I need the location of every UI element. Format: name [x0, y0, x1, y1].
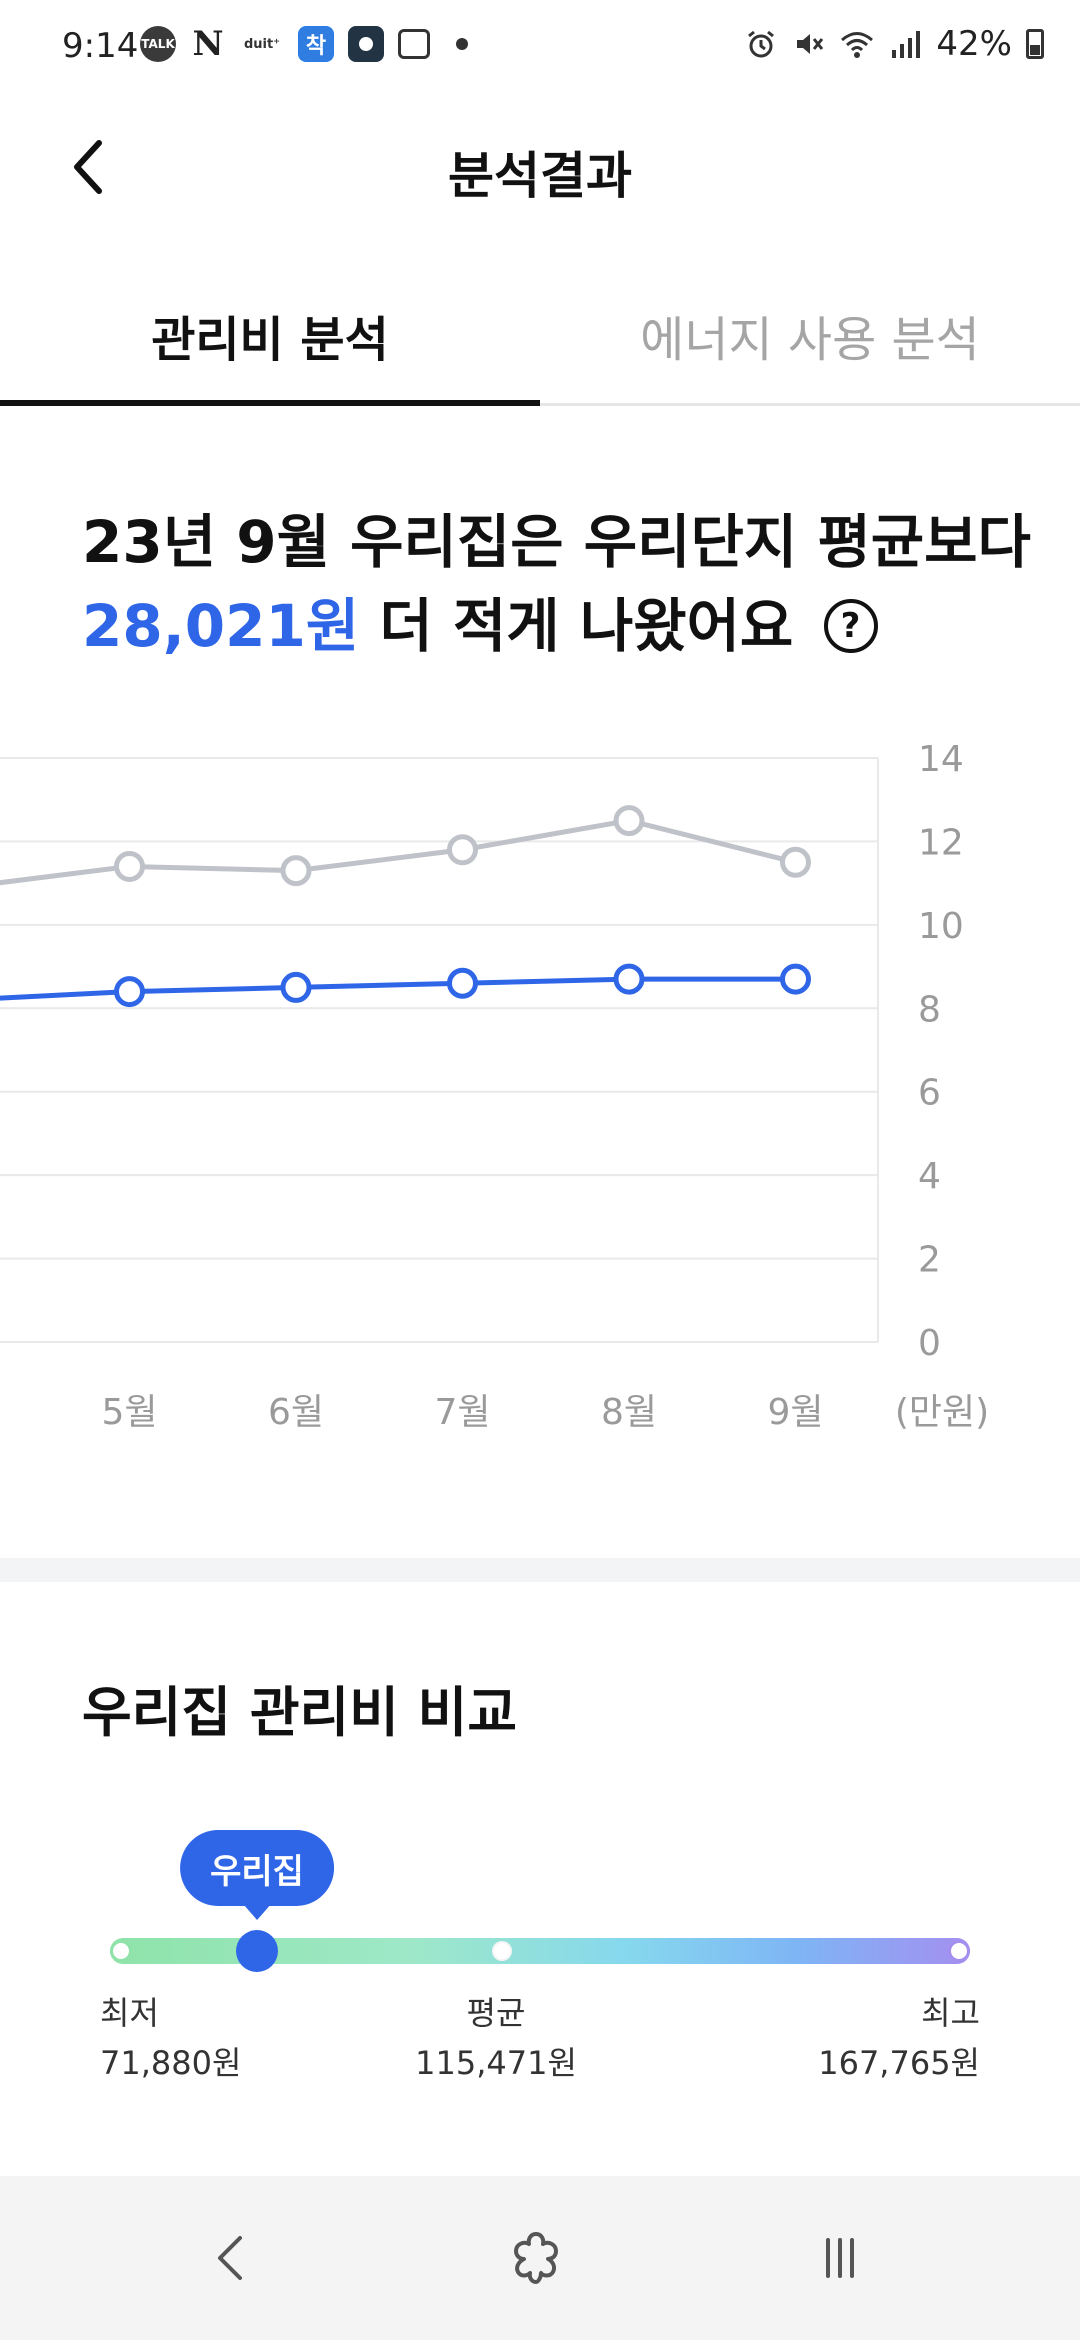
fee-range-comparison: 우리집 최저 71,880원 평균 115,471원 최고 167,765원: [100, 1830, 980, 2090]
analysis-tabs: 관리비 분석 에너지 사용 분석: [0, 270, 1080, 406]
chak-icon: 착: [298, 26, 334, 62]
data-point-complex-average: [280, 855, 312, 887]
battery-percent: 42%: [936, 24, 1012, 64]
y-tick-label: 10: [918, 906, 964, 947]
data-point-my-home: [280, 971, 312, 1003]
netflix-icon: N: [192, 24, 224, 64]
x-tick-label: 9월: [767, 1392, 823, 1433]
avg-value: 115,471원: [415, 2044, 577, 2082]
wifi-icon: [840, 27, 874, 61]
range-min-dot: [110, 1940, 132, 1962]
signal-icon: [888, 27, 922, 61]
data-point-complex-average: [114, 850, 145, 882]
duit-icon: duit⁺: [243, 36, 281, 52]
summary-line-2: 28,021원 더 적게 나왔어요 ?: [82, 584, 1062, 668]
x-tick-label: 8월: [601, 1392, 657, 1433]
y-tick-label: 6: [918, 1073, 941, 1114]
y-tick-label: 4: [918, 1156, 941, 1197]
nav-recents-button[interactable]: [790, 2216, 890, 2300]
min-value: 71,880원: [100, 2044, 242, 2082]
data-point-my-home: [447, 967, 478, 999]
chevron-left-icon: [74, 140, 102, 194]
data-point-complex-average: [613, 805, 645, 837]
max-value: 167,765원: [818, 2044, 980, 2082]
section-divider: [0, 1558, 1080, 1582]
min-label: 최저: [100, 1994, 159, 2032]
my-home-bubble: 우리집: [180, 1830, 334, 1906]
data-point-my-home: [613, 963, 645, 995]
home-nav-icon: [514, 2232, 558, 2284]
max-label: 최고: [921, 1994, 980, 2032]
back-button[interactable]: [52, 132, 122, 202]
notification-dot-icon: [456, 38, 468, 50]
recents-nav-icon: [826, 2238, 854, 2278]
chart-svg: 14 12 10 8 6 4 2 0 5월 6월 7월 8월 9월 (만원): [0, 739, 989, 1433]
y-tick-label: 0: [918, 1323, 941, 1364]
status-time: 9:14: [62, 26, 139, 66]
battery-icon: [1026, 29, 1044, 59]
my-home-marker: [236, 1930, 279, 1972]
series-line-complex-average: [0, 818, 797, 886]
fee-line-chart: 14 12 10 8 6 4 2 0 5월 6월 7월 8월 9월 (만원): [0, 720, 1080, 1460]
status-bar: 9:14 TALK N duit⁺ 착 42%: [0, 0, 1080, 96]
summary-line-2-rest: 더 적게 나왔어요: [379, 592, 794, 660]
status-icons-right: 42%: [744, 24, 1044, 64]
compare-title: 우리집 관리비 비교: [82, 1681, 518, 1744]
series-line-my-home: [0, 976, 796, 1001]
data-point-my-home: [780, 963, 811, 995]
help-icon[interactable]: ?: [823, 598, 878, 653]
status-icons-left: TALK N duit⁺ 착: [140, 24, 468, 64]
x-tick-label: 6월: [268, 1392, 324, 1433]
data-point-complex-average: [780, 846, 811, 878]
nav-home-button[interactable]: [486, 2216, 586, 2300]
page-title: 분석결과: [448, 147, 632, 205]
y-tick-label: 12: [918, 822, 964, 863]
summary-text: 23년 9월 우리집은 우리단지 평균보다 28,021원 더 적게 나왔어요 …: [82, 500, 1062, 668]
alarm-icon: [744, 27, 778, 61]
range-avg-dot: [491, 1941, 512, 1961]
unit-label: (만원): [895, 1392, 989, 1433]
range-max-dot: [948, 1940, 970, 1962]
x-tick-label: 5월: [101, 1392, 157, 1433]
data-point-complex-average: [447, 834, 478, 866]
y-tick-label: 2: [918, 1240, 941, 1281]
range-avg-label: 평균 115,471원: [415, 1988, 577, 2088]
gallery-icon: [398, 29, 430, 59]
data-point-my-home: [114, 976, 145, 1008]
y-tick-label: 8: [918, 989, 941, 1030]
talk-icon: TALK: [140, 26, 176, 62]
back-nav-icon: [218, 2236, 242, 2280]
range-max-label: 최고 167,765원: [818, 1988, 980, 2088]
app-header: 분석결과: [0, 96, 1080, 236]
avg-label: 평균: [466, 1994, 526, 2032]
x-tick-label: 7월: [434, 1392, 490, 1433]
range-min-label: 최저 71,880원: [100, 1988, 241, 2088]
summary-line-1: 23년 9월 우리집은 우리단지 평균보다: [82, 508, 1031, 576]
system-nav-bar: [0, 2176, 1080, 2340]
y-tick-label: 14: [918, 739, 964, 780]
tab-energy-analysis[interactable]: 에너지 사용 분석: [640, 312, 980, 368]
map-pin-icon: [348, 26, 384, 62]
mute-icon: [792, 27, 826, 61]
summary-amount: 28,021원: [82, 592, 360, 660]
nav-back-button[interactable]: [182, 2216, 282, 2300]
tab-fee-analysis[interactable]: 관리비 분석: [0, 270, 540, 406]
